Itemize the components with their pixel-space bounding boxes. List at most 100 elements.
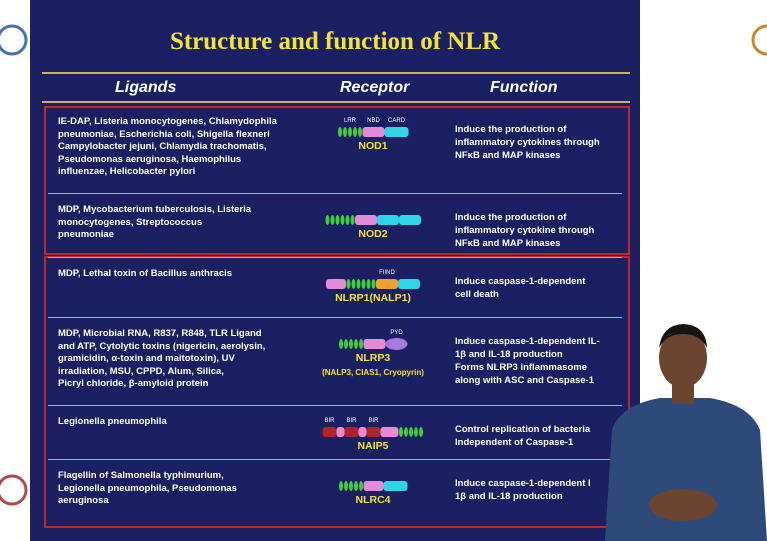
function-text: Induce caspase-1-dependent I xyxy=(455,478,591,489)
domain-shape xyxy=(326,279,346,289)
domain-shape xyxy=(356,279,361,289)
domain-shape xyxy=(350,215,355,225)
domain-label: BIR xyxy=(346,418,357,424)
function-text: inflammatory cytokine through xyxy=(455,225,595,236)
ligand-text: MDP, Lethal toxin of Bacillus anthracis xyxy=(58,268,233,279)
function-text: Induce the production of xyxy=(455,212,567,223)
receptor-name: NAIP5 xyxy=(357,440,389,452)
receptor-name: NLRP3 xyxy=(355,352,391,364)
domain-shape xyxy=(359,339,363,349)
domain-shape xyxy=(344,339,348,349)
diagrams: LRR NBD CARD FIIND PYD BIR BIR BIR xyxy=(322,118,423,491)
domain-label: FIIND xyxy=(379,270,395,276)
column-header: Receptor xyxy=(340,79,410,96)
domain-shape xyxy=(363,339,386,349)
domain-label: BIR xyxy=(368,418,379,424)
ligand-text: Legionella pneumophila, Pseudomonas xyxy=(58,482,237,494)
domain-shape xyxy=(340,215,345,225)
slide-title: Structure and function of NLR xyxy=(169,28,501,55)
row-rule xyxy=(48,317,622,318)
receptor-name: NOD1 xyxy=(358,140,388,152)
ligand-text: monocytogenes, Streptococcus xyxy=(58,216,203,228)
ligand-text: Flagellin of Salmonella typhimurium, xyxy=(58,470,224,481)
domain-shape xyxy=(359,481,363,491)
function-text: Induce caspase-1-dependent IL- xyxy=(455,336,600,347)
function-text: inflammatory cytokines through xyxy=(455,137,600,148)
column-header: Function xyxy=(490,79,558,96)
ligand-text: pneumoniae xyxy=(58,229,114,240)
domain-shape xyxy=(419,427,423,437)
receptor-note: (NALP3, CIAS1, Cryopyrin) xyxy=(322,368,424,377)
domain-shape xyxy=(398,279,420,289)
ligand-text: irradiation, MSU, CPPD, Alum, Silica, xyxy=(58,365,224,377)
domain-shape xyxy=(371,279,376,289)
function-text: NFκB and MAP kinases xyxy=(455,238,561,249)
domain-shape xyxy=(354,481,358,491)
domain-shape xyxy=(345,215,350,225)
domain-shape xyxy=(384,127,409,137)
ligand-text: pneumoniae, Escherichia coli, Shigella f… xyxy=(58,128,270,140)
domain-shape xyxy=(377,215,399,225)
domain-shape xyxy=(354,339,358,349)
ligand-text: influenzae, Helicobacter pylori xyxy=(58,166,196,177)
column-header: Ligands xyxy=(115,79,177,96)
domain-shape xyxy=(362,127,385,137)
row-rule xyxy=(48,459,622,460)
domain-shape xyxy=(383,481,408,491)
domain-shape xyxy=(366,427,381,437)
domain-label: CARD xyxy=(388,118,406,124)
domain-shape xyxy=(336,427,345,437)
domain-shape xyxy=(414,427,418,437)
ligand-text: MDP, Microbial RNA, R837, R848, TLR Liga… xyxy=(58,328,262,339)
ligand-text: aeruginosa xyxy=(58,495,109,506)
slide: Structure and function of NLR Ligands Re… xyxy=(30,0,640,541)
domain-shape xyxy=(348,127,352,137)
domain-shape xyxy=(343,127,347,137)
domain-label: BIR xyxy=(324,418,335,424)
domain-shape xyxy=(339,481,343,491)
ligand-text: Picryl chloride, β-amyloid protein xyxy=(58,378,209,389)
function-text: Control replication of bacteria xyxy=(455,424,591,435)
ligand-text: MDP, Mycobacterium tuberculosis, Listeri… xyxy=(58,204,252,215)
domain-shape xyxy=(325,215,330,225)
function-text: 1β and IL-18 production xyxy=(455,349,563,360)
ligand-text: gramicidin, α-toxin and maitotoxin), UV xyxy=(58,353,235,364)
domain-shape xyxy=(349,339,353,349)
group-box xyxy=(44,106,630,255)
ligand-text: Pseudomonas aeruginosa, Haemophilus xyxy=(58,153,242,165)
ligand-text: Legionella pneumophila xyxy=(58,416,167,427)
receptor-name: NLRP1(NALP1) xyxy=(335,292,411,304)
domain-shape xyxy=(351,279,356,289)
row-rule xyxy=(48,257,622,258)
domain-shape xyxy=(344,427,359,437)
domain-label: LRR xyxy=(344,118,357,124)
domain-shape xyxy=(363,481,384,491)
domain-shape xyxy=(344,481,348,491)
domain-shape xyxy=(322,427,337,437)
receptor-name: NLRC4 xyxy=(355,494,391,506)
domain-shape xyxy=(339,339,343,349)
domain-shape xyxy=(366,279,371,289)
function-text: along with ASC and Caspase-1 xyxy=(455,375,595,386)
domain-shape xyxy=(330,215,335,225)
domain-shape xyxy=(335,215,340,225)
domain-shape xyxy=(338,127,342,137)
ligand-text: Campylobacter jejuni, Chlamydia trachoma… xyxy=(58,141,267,152)
function-text: Induce the production of xyxy=(455,124,567,135)
function-text: Independent of Caspase-1 xyxy=(455,437,574,448)
domain-shape xyxy=(346,279,351,289)
domain-shape xyxy=(404,427,408,437)
domain-shape xyxy=(376,279,398,289)
domain-shape xyxy=(385,338,408,350)
ligand-text: and ATP, Cytolytic toxins (nigericin, ae… xyxy=(58,340,266,352)
domain-shape xyxy=(358,127,362,137)
domain-shape xyxy=(399,427,403,437)
function-text: NFκB and MAP kinases xyxy=(455,150,561,161)
domain-label: PYD xyxy=(390,330,403,336)
ligand-text: IE-DAP, Listeria monocytogenes, Chlamydo… xyxy=(58,116,277,127)
function-text: Forms NLRP3 inflammasome xyxy=(455,362,587,373)
function-text: Induce caspase-1-dependent xyxy=(455,276,586,287)
domain-shape xyxy=(361,279,366,289)
domain-shape xyxy=(355,215,377,225)
domain-shape xyxy=(349,481,353,491)
